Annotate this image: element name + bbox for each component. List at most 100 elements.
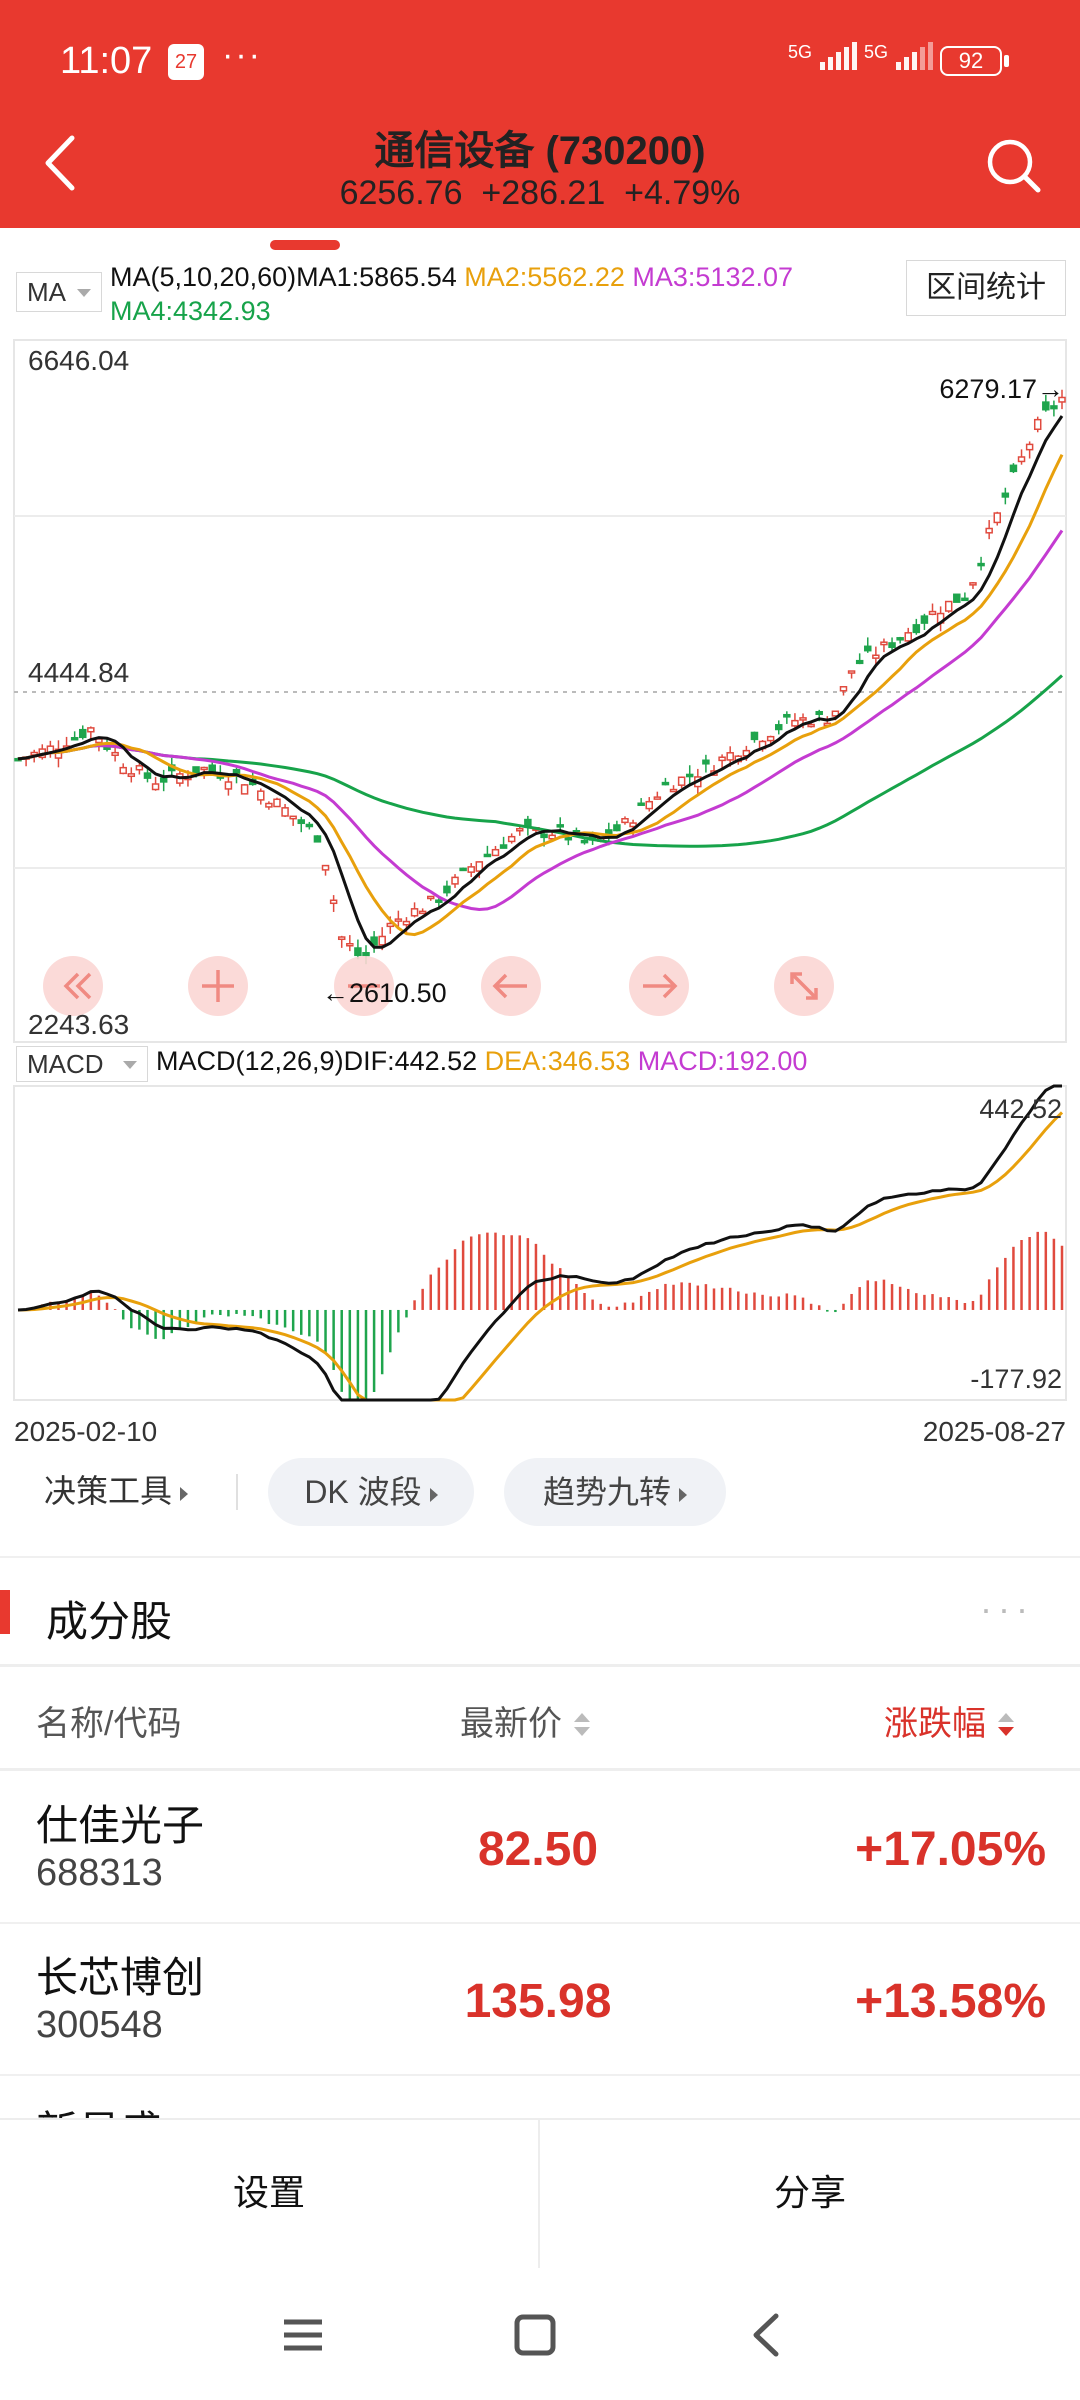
search-button[interactable] [984, 136, 1044, 196]
price-change: +286.21 [481, 174, 606, 212]
candle-body [289, 815, 297, 820]
table-row[interactable]: 长芯博创 300548 135.98 +13.58% [0, 1924, 1080, 2074]
caret-right-icon [429, 1487, 438, 1502]
candle-body [831, 710, 840, 717]
macd-y-min: -177.92 [970, 1364, 1062, 1394]
macd-values-line: MACD(12,26,9)DIF:442.52 DEA:346.53 MACD:… [156, 1046, 807, 1077]
dk-band-label: DK 波段 [304, 1474, 422, 1510]
stock-code: 300548 [36, 2004, 163, 2046]
fullscreen-control[interactable] [774, 956, 834, 1016]
candle-body [1033, 418, 1042, 431]
ma4-value: MA4:4342.93 [110, 296, 271, 326]
calendar-icon: 27 [168, 44, 204, 80]
candle-body [985, 527, 993, 534]
candle-body [953, 593, 961, 603]
y-mid-label: 4444.84 [28, 657, 129, 688]
battery-tip [1004, 55, 1009, 67]
candle-body [1025, 443, 1034, 451]
scroll-right-control[interactable] [629, 956, 689, 1016]
scroll-left-control[interactable] [481, 956, 541, 1016]
date-start: 2025-02-10 [14, 1416, 158, 1447]
minus-control[interactable] [334, 956, 394, 1016]
candle-body [815, 711, 823, 716]
dif-line [17, 1084, 1062, 1402]
candle-body [1017, 456, 1026, 463]
candle-body [540, 833, 548, 839]
candle-body [362, 952, 370, 957]
candle-body [475, 861, 484, 872]
row-divider [0, 1922, 1080, 1924]
ma-indicator-select[interactable]: MA [16, 272, 102, 312]
price-summary: 6256.76 +286.21 +4.79% [0, 174, 1080, 213]
candle-body [483, 853, 492, 858]
candle-body [119, 766, 127, 775]
search-icon [987, 139, 1041, 193]
ma3-value: MA3:5132.07 [632, 262, 794, 292]
candle-body [499, 844, 508, 849]
candle-body [297, 819, 306, 825]
candle-body [928, 610, 937, 616]
candle-body [402, 920, 411, 926]
candle-body [880, 641, 888, 646]
candle-body [839, 686, 848, 692]
tool-divider [236, 1474, 238, 1510]
candle-body [556, 824, 564, 828]
decision-tool-button[interactable]: 决策工具 [44, 1466, 189, 1512]
candle-body [645, 800, 654, 810]
candle-body [1009, 464, 1018, 473]
candle-body [847, 670, 856, 674]
candle-body [920, 615, 929, 624]
candle-body [159, 777, 168, 783]
candle-body [944, 600, 953, 612]
candle-body [685, 773, 694, 778]
dk-band-button[interactable]: DK 波段 [268, 1458, 474, 1526]
candle-body [313, 835, 322, 843]
candle-body [459, 867, 467, 872]
settings-button[interactable]: 设置 [232, 2172, 305, 2213]
stock-name: 新易盛 [36, 2098, 162, 2120]
dea-line [17, 1111, 1064, 1402]
menu-nav-button[interactable] [268, 2300, 338, 2370]
candle-body [1001, 492, 1010, 498]
range-stats-button[interactable]: 区间统计 [906, 260, 1066, 316]
signal-icon-2: 5G [864, 42, 934, 75]
candle-body [1042, 401, 1050, 411]
ma2-line [17, 454, 1064, 937]
trend-nine-button[interactable]: 趋势九转 [504, 1458, 726, 1526]
macd-chart[interactable]: 442.52 -177.92 [0, 1084, 1080, 1402]
candle-body [240, 784, 249, 795]
back-button[interactable] [36, 128, 86, 198]
y-max-label: 6646.04 [28, 345, 129, 376]
candlestick-chart[interactable]: 6646.04 4444.84 2243.63 6279.17→ ←2610.5… [0, 338, 1080, 1044]
table-row[interactable]: 仕佳光子 688313 82.50 +17.05% [0, 1772, 1080, 1922]
candle-body [653, 796, 662, 800]
candle-body [265, 802, 273, 808]
candle-body [629, 822, 637, 828]
stock-code: 688313 [36, 1852, 163, 1894]
back-nav-button[interactable] [732, 2300, 802, 2370]
candle-body [337, 936, 346, 941]
candle-body [87, 727, 95, 733]
macd-y-max: 442.52 [979, 1094, 1062, 1124]
candle-body [774, 724, 783, 731]
candle-body [305, 823, 314, 828]
stock-price: 82.50 [477, 1823, 599, 1876]
more-options-button[interactable]: ··· [980, 1588, 1034, 1629]
share-button[interactable]: 分享 [773, 2172, 846, 2213]
battery-icon: 92 [940, 46, 1002, 76]
candle-body [864, 645, 872, 652]
signal-bars [817, 42, 858, 75]
zoom-in-control[interactable] [188, 956, 248, 1016]
zoom-out-control[interactable] [43, 956, 103, 1016]
candle-body [637, 802, 645, 806]
candle-body [621, 818, 629, 824]
col-change-header[interactable]: 涨跌幅 [884, 1696, 1014, 1745]
home-nav-button[interactable] [500, 2300, 570, 2370]
table-row[interactable]: 新易盛 [0, 2076, 1080, 2120]
macd-histogram [24, 1231, 1064, 1400]
candle-body [135, 765, 144, 771]
section-accent [0, 1590, 10, 1634]
col-price-header[interactable]: 最新价 [460, 1696, 590, 1745]
candle-body [281, 807, 289, 817]
macd-indicator-select[interactable]: MACD [16, 1046, 148, 1082]
